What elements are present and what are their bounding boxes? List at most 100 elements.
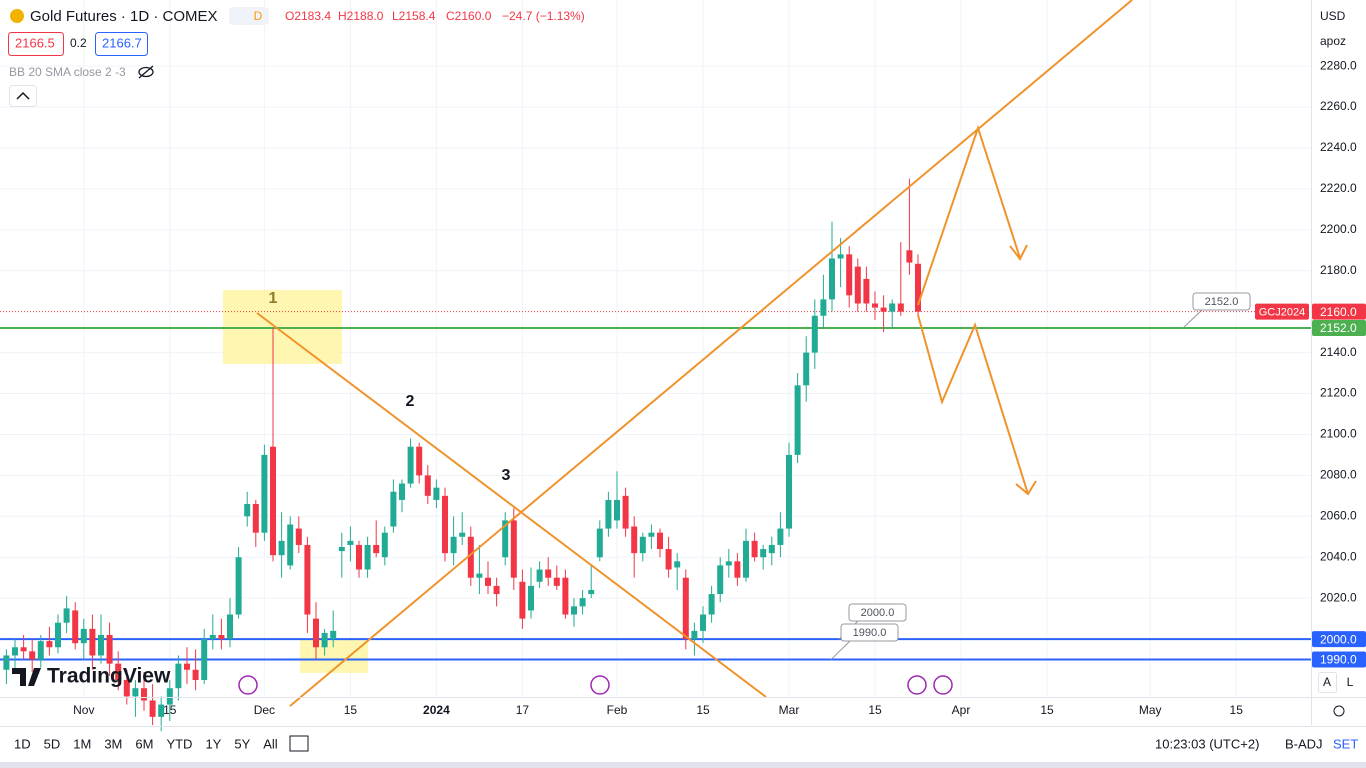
price-tag-label: 2160.0: [1320, 305, 1357, 319]
scale-button[interactable]: [1318, 672, 1337, 693]
candle-body: [123, 680, 130, 697]
candle-body: [863, 278, 870, 304]
candle-body: [700, 614, 706, 631]
x-tick-label: Dec: [254, 703, 275, 717]
candle-body: [768, 544, 775, 554]
collapse-button[interactable]: [9, 85, 37, 107]
candle-body: [407, 446, 414, 484]
candle-body: [424, 475, 431, 496]
range-button[interactable]: 6M: [135, 736, 153, 751]
candle-body: [519, 581, 526, 619]
highlight-box: [223, 290, 342, 364]
candle-body: [476, 573, 483, 578]
y-tick-label: 2080.0: [1320, 468, 1357, 482]
candle-body: [553, 577, 560, 586]
candle-body: [837, 254, 844, 259]
candle-body: [20, 647, 27, 652]
candle-body: [321, 632, 328, 648]
bid: 2166.5: [15, 35, 55, 50]
price-tag: [1312, 303, 1366, 320]
candle-body: [786, 454, 792, 529]
logo-text: TradingView: [47, 665, 171, 688]
logo-icon: [12, 668, 41, 686]
candle-body: [149, 700, 156, 717]
date-range-icon[interactable]: [289, 735, 309, 752]
candle-body: [510, 520, 517, 578]
range-button[interactable]: 1D: [14, 736, 31, 751]
settings-icon[interactable]: [1333, 705, 1345, 717]
price-tag-label: 2000.0: [1320, 632, 1357, 646]
candle-body: [777, 528, 784, 545]
candle-body: [442, 495, 448, 554]
candle-body: [820, 299, 827, 316]
candle-body: [98, 634, 104, 656]
candle-body: [12, 647, 18, 656]
ask: 2166.7: [102, 35, 142, 50]
range-button[interactable]: 5Y: [234, 736, 250, 751]
x-tick-label: May: [1139, 703, 1162, 717]
ask-box[interactable]: [95, 32, 148, 56]
candle-body: [29, 651, 36, 660]
wave-label: 2: [406, 393, 415, 410]
candle-body: [459, 532, 466, 537]
chevron: [16, 91, 30, 100]
candle-body: [115, 663, 122, 681]
candle-body: [579, 598, 586, 607]
candle-body: [717, 565, 724, 595]
range-button[interactable]: 5D: [44, 736, 61, 751]
x-tick-label: Mar: [779, 703, 800, 717]
price-tag: [1312, 631, 1366, 648]
candle-body: [467, 536, 474, 578]
candle-body: [89, 628, 96, 656]
candle-body: [674, 561, 681, 568]
scale-button-label[interactable]: L: [1347, 675, 1354, 689]
session-toggle[interactable]: SET: [1333, 736, 1358, 751]
candles: [3, 178, 921, 732]
trend-drawings: [256, 0, 1133, 707]
currency[interactable]: USD: [1320, 9, 1346, 23]
ohlc-low: L2158.4: [392, 9, 436, 23]
symbol-title[interactable]: Gold Futures · 1D · COMEX: [30, 8, 218, 25]
candle-body: [46, 641, 53, 648]
candle-body: [631, 526, 638, 554]
range-button[interactable]: 1Y: [205, 736, 221, 751]
callout-label: 2000.0: [861, 607, 895, 619]
candle-body: [313, 618, 319, 648]
y-tick-label: 2040.0: [1320, 549, 1357, 563]
candle-body: [390, 491, 397, 527]
range-button[interactable]: 3M: [104, 736, 122, 751]
candle-body: [648, 532, 655, 537]
callout-label: 2152.0: [1205, 296, 1239, 308]
candle-body: [106, 634, 113, 664]
candle-body: [622, 495, 629, 529]
callout-box: [1192, 292, 1251, 311]
candle-body: [175, 663, 182, 689]
range-button[interactable]: 1M: [73, 736, 91, 751]
grid: [0, 0, 1311, 697]
callout-pointer: [830, 639, 852, 660]
trend-line: [256, 312, 767, 698]
visibility-icon[interactable]: [138, 65, 154, 79]
arrow-head: [1009, 244, 1028, 261]
bid-box[interactable]: [8, 32, 64, 56]
symbol-icon: [10, 9, 24, 23]
price-tag-label: 2152.0: [1320, 321, 1357, 335]
x-tick-label: Apr: [952, 703, 971, 717]
range-button[interactable]: All: [263, 736, 278, 751]
indicator-label[interactable]: BB 20 SMA close 2 -3: [9, 65, 126, 79]
candle-body: [450, 536, 457, 554]
x-tick-label: Nov: [73, 703, 94, 717]
candle-body: [192, 669, 199, 681]
ohlc-close: C2160.0: [446, 9, 492, 23]
scale-button-label[interactable]: A: [1323, 675, 1331, 689]
candle-body: [614, 499, 620, 521]
unit[interactable]: apoz: [1320, 34, 1346, 48]
clock: 10:23:03 (UTC+2): [1155, 736, 1259, 751]
adjust-toggle[interactable]: B-ADJ: [1285, 736, 1323, 751]
candle-body: [227, 614, 233, 640]
candle-body: [132, 688, 139, 697]
event-icons[interactable]: [238, 675, 953, 695]
candle-body: [596, 528, 603, 558]
candle-body: [201, 639, 208, 681]
range-button[interactable]: YTD: [166, 736, 192, 751]
